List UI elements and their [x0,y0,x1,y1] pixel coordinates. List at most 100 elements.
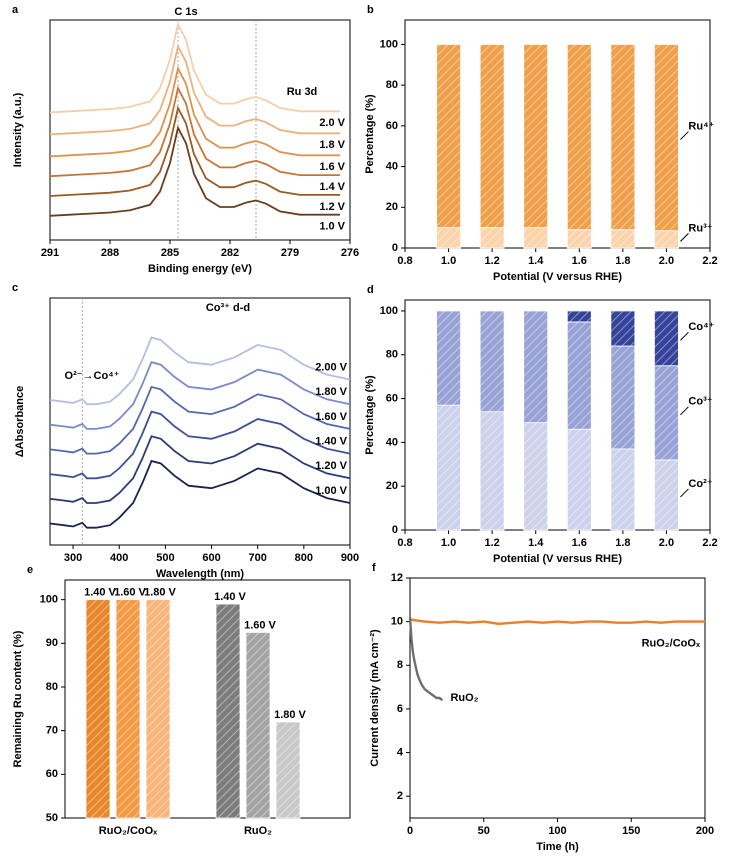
y-tick-label: 0 [392,242,398,254]
series-line [49,410,351,480]
y-tick-label: 60 [386,120,398,132]
bar-segment [523,422,549,531]
x-tick-label: 1.2 [484,255,499,267]
bar-segment [610,44,636,231]
bar-segment [436,227,461,249]
y-tick-label: 8 [397,659,403,671]
y-tick-label: 40 [386,436,398,448]
x-tick-label: 50 [478,825,490,837]
series-label: 1.40 V [315,436,347,448]
x-tick-label: 150 [622,825,640,837]
plot-frame [404,19,711,249]
annotation: Ru 3d [287,86,318,98]
x-tick-label: 1.2 [484,537,499,549]
panel-label: c [12,282,18,294]
series-line [49,361,351,430]
bar-segment [479,310,505,413]
bar [145,599,171,819]
y-tick-label: 100 [40,594,58,606]
x-tick-label: 0.8 [397,255,412,267]
bar-segment [436,404,461,531]
x-axis-title: Potential (V versus RHE) [493,553,622,565]
series-label: 1.60 V [315,411,347,423]
x-axis-title: Wavelength (nm) [156,568,245,580]
y-tick-label: 20 [386,480,398,492]
bar-segment [523,44,549,229]
x-tick-label: 0.8 [397,537,412,549]
x-tick-label: 400 [110,552,128,564]
x-tick-label: 0 [407,825,413,837]
bar-segment [436,310,461,406]
bar-label: 1.60 V [244,619,276,631]
label-arrow [680,488,689,498]
y-tick-label: 80 [46,681,58,693]
bar-label: 1.60 V [114,587,146,599]
x-axis-title: Time (h) [536,841,579,853]
y-tick-label: 90 [46,637,58,649]
x-tick-label: RuO₂ [244,825,272,837]
y-axis-title: ΔAbsorbance [14,386,26,457]
plot-frame [49,19,351,241]
bar-segment [566,310,592,323]
bar-label: 1.40 V [214,591,246,603]
x-tick-label: 500 [156,552,174,564]
panel-label: a [12,4,19,16]
series-line [49,435,351,504]
y-tick-label: 0 [392,524,398,536]
x-tick-label: 200 [696,825,714,837]
y-tick-label: 100 [380,38,398,50]
series-line [49,125,340,217]
bar [245,632,271,819]
bar-segment [479,227,505,249]
bar [115,599,141,819]
y-tick-label: 4 [397,746,404,758]
series-label: 1.6 V [319,161,345,173]
y-tick-label: 2 [397,790,403,802]
bar-segment [654,44,679,232]
x-tick-label: 600 [202,552,220,564]
bar-segment [654,365,679,461]
y-tick-label: 20 [386,201,398,213]
y-tick-label: 80 [386,349,398,361]
y-axis-title: Percentage (%) [364,375,376,455]
annotation: C 1s [174,6,197,18]
annotation: O²⁻→Co⁴⁺ [65,370,120,382]
x-tick-label: 300 [64,552,82,564]
y-tick-label: 60 [386,392,398,404]
series-label: RuO₂/CoOₓ [642,638,701,650]
series-line [49,65,340,158]
series-line [408,617,444,702]
y-tick-label: 6 [397,703,403,715]
series-label: 2.0 V [319,117,345,129]
y-tick-label: 50 [46,812,58,824]
series-label: 1.80 V [315,386,347,398]
x-tick-label: 288 [101,247,119,259]
bar-segment [610,310,636,347]
bar-segment [610,229,636,249]
bar-segment [566,428,592,531]
series-label: 1.20 V [315,460,347,472]
bar-segment [566,321,592,430]
bar-segment [436,44,461,229]
x-axis-title: Potential (V versus RHE) [493,271,622,283]
series-label: Co⁴⁺ [688,321,714,333]
y-axis-title: Intensity (a.u.) [12,92,24,167]
bar-label: 1.40 V [84,587,116,599]
x-tick-label: 1.0 [441,255,456,267]
series-label: Ru³⁺ [688,222,712,234]
x-tick-label: 100 [548,825,566,837]
x-tick-label: 282 [221,247,239,259]
plot-frame [404,299,711,531]
x-tick-label: 900 [341,552,359,564]
x-tick-label: 2.0 [659,255,674,267]
x-tick-label: 700 [249,552,267,564]
series-label: RuO₂ [450,692,478,704]
bar-segment [479,44,505,229]
series-line [49,21,340,114]
series-label: Co³⁺ [688,396,712,408]
series-label: Co²⁺ [688,478,712,490]
y-tick-label: 10 [391,616,403,628]
x-tick-label: 1.8 [615,537,630,549]
